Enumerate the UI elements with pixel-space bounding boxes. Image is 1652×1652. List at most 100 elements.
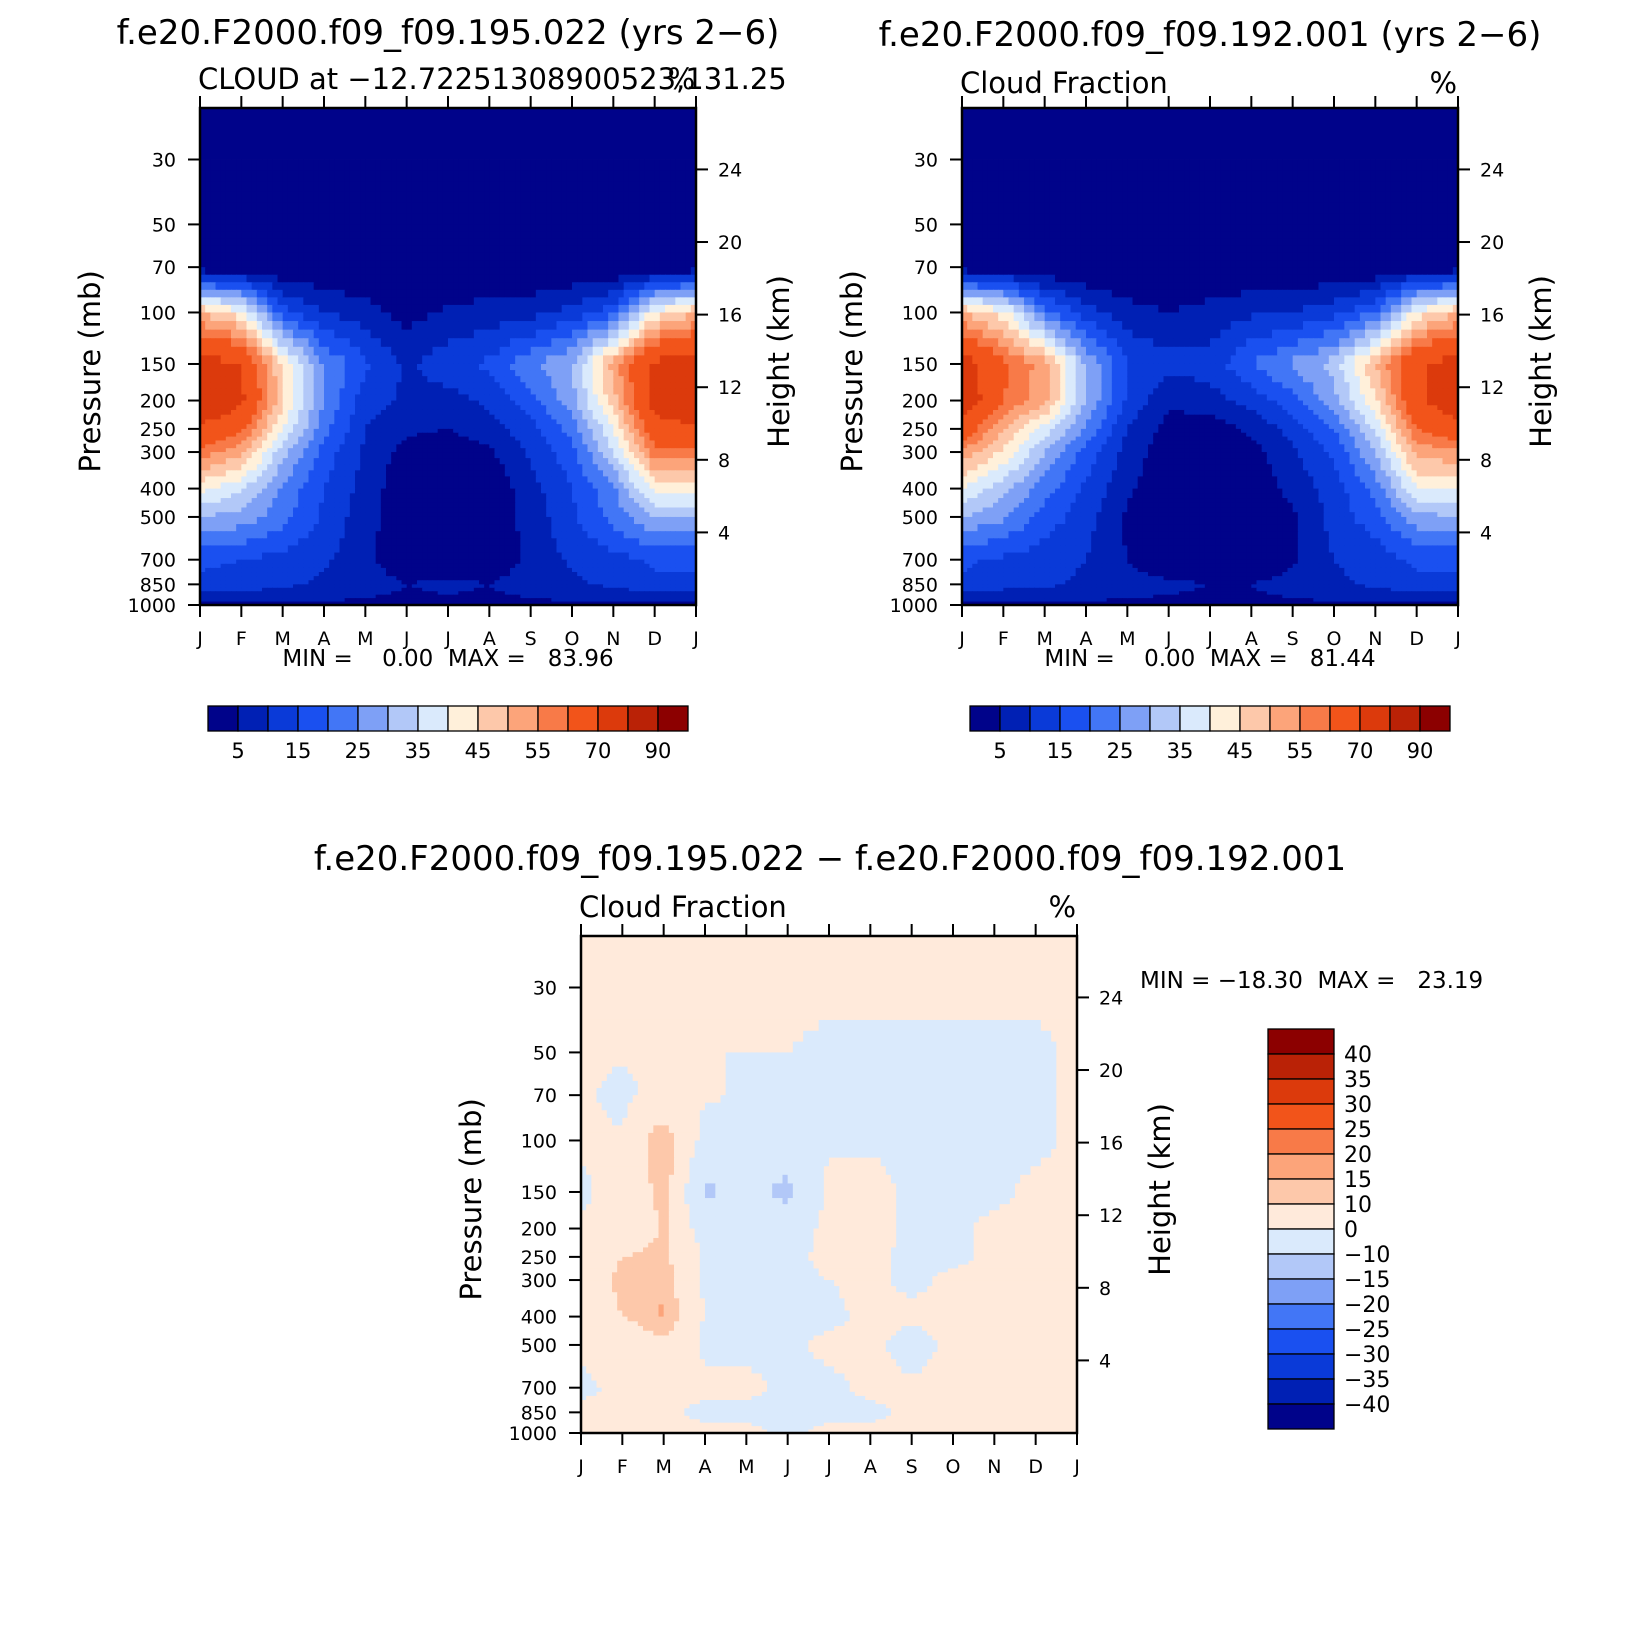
contour-cell <box>531 382 537 389</box>
contour-cell <box>386 253 392 261</box>
contour-cell <box>340 489 346 494</box>
contour-cell <box>376 512 382 517</box>
contour-cell <box>283 170 289 181</box>
contour-cell <box>293 388 299 395</box>
contour-cell <box>247 483 253 490</box>
contour-cell <box>407 464 413 471</box>
contour-cell <box>464 232 470 240</box>
contour-cell <box>634 370 640 377</box>
contour-cell <box>438 424 444 429</box>
contour-cell <box>329 214 335 225</box>
contour-cell <box>355 253 361 261</box>
contour-cell <box>660 253 666 261</box>
contour-cell <box>345 282 351 290</box>
contour-cell <box>448 170 454 181</box>
contour-cell <box>309 489 315 494</box>
contour-cell <box>577 330 583 339</box>
contour-cell <box>562 405 568 410</box>
contour-cell <box>551 464 557 471</box>
contour-cell <box>427 297 433 305</box>
contour-cell <box>407 444 413 448</box>
contour-cell <box>350 330 356 339</box>
contour-cell <box>236 458 242 465</box>
contour-cell <box>670 338 676 347</box>
contour-cell <box>226 489 232 494</box>
contour-cell <box>474 470 480 477</box>
contour-cell <box>505 312 511 321</box>
contour-cell <box>288 224 294 232</box>
contour-cell <box>551 452 557 459</box>
contour-cell <box>371 203 377 214</box>
contour-cell <box>464 170 470 181</box>
contour-cell <box>510 312 516 321</box>
contour-cell <box>650 267 656 275</box>
contour-cell <box>541 410 547 415</box>
contour-cell <box>350 507 356 512</box>
contour-cell <box>210 437 216 441</box>
contour-cell <box>210 214 216 225</box>
contour-cell <box>515 489 521 494</box>
contour-cell <box>407 458 413 465</box>
contour-cell <box>272 410 278 415</box>
contour-cell <box>536 452 542 459</box>
contour-cell <box>598 394 604 401</box>
contour-cell <box>675 429 681 433</box>
contour-cell <box>340 464 346 471</box>
contour-cell <box>252 267 258 275</box>
contour-cell <box>650 424 656 429</box>
contour-cell <box>371 181 377 192</box>
contour-cell <box>505 239 511 247</box>
contour-cell <box>407 448 413 452</box>
contour-cell <box>391 370 397 377</box>
contour-cell <box>526 275 532 283</box>
contour-cell <box>650 464 656 471</box>
contour-cell <box>500 224 506 232</box>
contour-cell <box>479 192 485 203</box>
contour-cell <box>319 338 325 347</box>
contour-cell <box>557 181 563 192</box>
contour-cell <box>458 267 464 275</box>
contour-cell <box>489 452 495 459</box>
contour-cell <box>448 297 454 305</box>
contour-cell <box>319 239 325 247</box>
contour-cell <box>267 410 273 415</box>
contour-cell <box>303 376 309 383</box>
contour-cell <box>226 275 232 283</box>
contour-cell <box>376 440 382 444</box>
contour-cell <box>417 355 423 364</box>
contour-cell <box>458 305 464 313</box>
contour-cell <box>221 282 227 290</box>
contour-cell <box>639 440 645 444</box>
contour-cell <box>458 437 464 441</box>
contour-cell <box>371 424 377 429</box>
contour-cell <box>210 503 216 508</box>
contour-cell <box>593 388 599 395</box>
contour-cell <box>655 419 661 424</box>
contour-cell <box>226 305 232 313</box>
contour-cell <box>438 192 444 203</box>
contour-cell <box>386 232 392 240</box>
contour-cell <box>221 232 227 240</box>
contour-cell <box>655 437 661 441</box>
contour-cell <box>520 246 526 254</box>
contour-cell <box>288 330 294 339</box>
contour-cell <box>670 282 676 290</box>
contour-cell <box>608 253 614 261</box>
contour-cell <box>613 424 619 429</box>
contour-cell <box>582 214 588 225</box>
contour-cell <box>324 444 330 448</box>
contour-cell <box>515 394 521 401</box>
contour-cell <box>412 376 418 383</box>
contour-cell <box>639 429 645 433</box>
contour-cell <box>303 394 309 401</box>
contour-cell <box>634 464 640 471</box>
contour-cell <box>474 507 480 512</box>
contour-cell <box>515 203 521 214</box>
contour-cell <box>515 224 521 232</box>
contour-cell <box>257 470 263 477</box>
contour-cell <box>598 239 604 247</box>
contour-cell <box>593 203 599 214</box>
contour-cell <box>443 253 449 261</box>
contour-cell <box>350 503 356 508</box>
contour-cell <box>650 239 656 247</box>
